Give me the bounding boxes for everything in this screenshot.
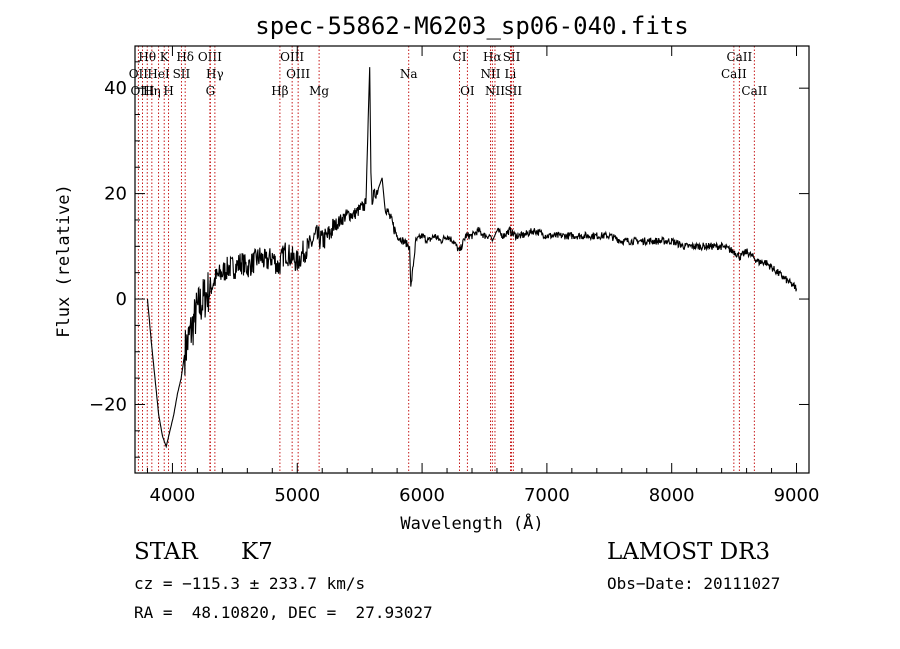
spectral-line-label: Hδ [176, 50, 194, 64]
y-tick-label: 40 [104, 78, 127, 99]
spectral-line-label: Li [505, 67, 517, 81]
y-tick-label: 20 [104, 184, 127, 205]
survey-name: LAMOST DR3 [607, 539, 771, 565]
x-tick-label: 9000 [774, 485, 820, 506]
spectral-line-label: SII [173, 67, 191, 81]
spectral-line-label: Na [400, 67, 418, 81]
spectral-line-label: OIII [280, 50, 304, 64]
plot-frame [134, 45, 810, 474]
y-tick-label: −20 [89, 394, 127, 415]
x-tick-label: 6000 [399, 485, 445, 506]
spectral-line-label: H [163, 84, 173, 98]
x-tick-label: 5000 [274, 485, 320, 506]
x-tick-label: 4000 [150, 485, 196, 506]
spectral-line-label: NII [480, 67, 500, 81]
x-tick-label: 7000 [524, 485, 570, 506]
x-tick-label: 8000 [649, 485, 695, 506]
spectral-line-label: Hθ [138, 50, 156, 64]
y-tick-label: 0 [116, 289, 127, 310]
spectral-line-label: K [160, 50, 170, 64]
spectral-line-label: HeI [147, 67, 170, 81]
spectral-line-label: CaII [741, 84, 767, 98]
x-axis: 4000 5000 6000 7000 8000 9000 [146, 46, 820, 506]
object-type: STAR [134, 539, 198, 565]
spectral-line-label: OIII [130, 84, 154, 98]
spectral-line-label: Mg [309, 84, 329, 98]
spectral-line-label: Hβ [271, 84, 288, 98]
spectral-line-label: Hγ [206, 67, 224, 81]
spectral-line-label: Hη [143, 84, 161, 98]
redshift-velocity: cz = −115.3 ± 233.7 km/s [134, 574, 366, 593]
spectral-line-label: SII [504, 84, 522, 98]
spectral-line-label: CaII [721, 67, 747, 81]
spectral-line-label: Hα [483, 50, 502, 64]
spectral-line-label: CaII [726, 50, 752, 64]
spectral-line-label: CI [453, 50, 467, 64]
x-axis-label: Wavelength (Å) [400, 512, 543, 534]
chart-title: spec-55862-M6203_sp06-040.fits [255, 12, 688, 40]
spectral-line-label: NII [485, 84, 505, 98]
spectral-line-label: SII [503, 50, 521, 64]
observation-date: Obs−Date: 20111027 [607, 574, 781, 593]
flux-line [146, 67, 798, 449]
y-axis: −20 0 20 40 [89, 61, 809, 458]
coordinates: RA = 48.10820, DEC = 27.93027 [134, 603, 433, 622]
spectral-line-label: OII [129, 67, 149, 81]
spectral-line-label: OI [460, 84, 475, 98]
y-axis-label: Flux (relative) [54, 184, 74, 338]
spectral-subclass: K7 [241, 539, 273, 565]
spectral-line-label: G [206, 84, 216, 98]
spectral-line-label: OIII [286, 67, 310, 81]
